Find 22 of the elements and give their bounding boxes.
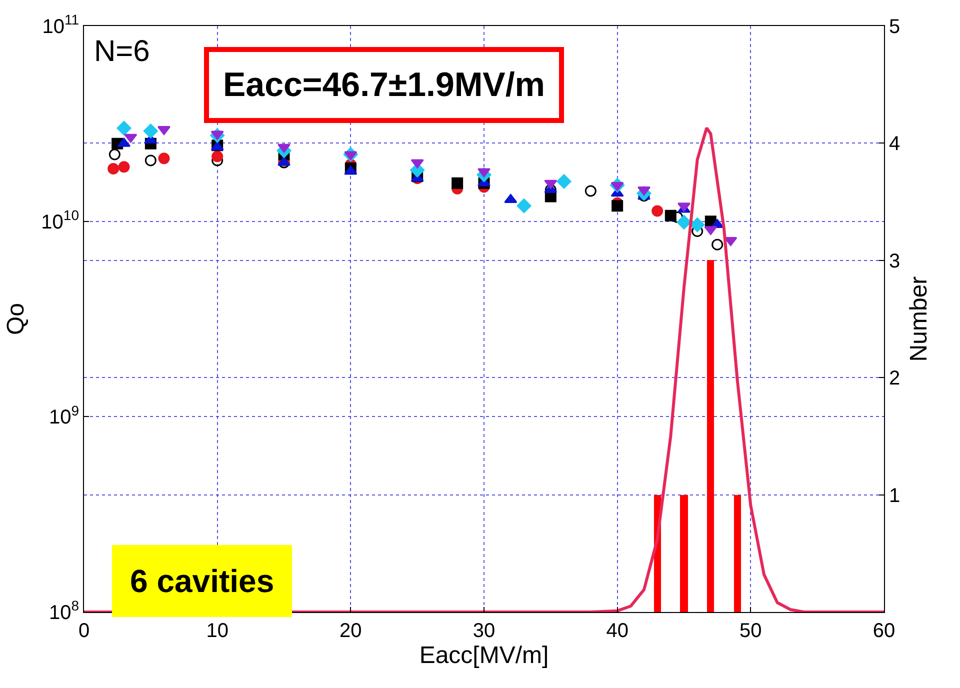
y-tick-label: 10$^{9}$ xyxy=(48,402,80,429)
x-tick-label: 30 xyxy=(472,620,496,642)
y-tick-label: 10$^{8}$ xyxy=(48,598,80,624)
x-tick-label: 60 xyxy=(872,620,896,642)
annotation: 6 cavities xyxy=(130,563,274,599)
annotation: Eacc=46.7±1.9MV/m xyxy=(223,66,546,104)
y2-tick-label: 5 xyxy=(889,16,900,38)
y2-tick-label: 3 xyxy=(889,250,900,272)
y2-tick-label: 4 xyxy=(889,133,900,156)
y-tick-label: 10$^{10}$ xyxy=(41,206,80,234)
y2-axis-title: Number xyxy=(905,276,932,362)
x-tick-label: 50 xyxy=(740,620,762,642)
x-tick-label: 20 xyxy=(340,620,362,642)
annotation: N=6 xyxy=(94,35,150,68)
x-tick-label: 0 xyxy=(78,620,90,642)
y-axis-title: Qo xyxy=(2,302,30,336)
y-tick-label: 10$^{11}$ xyxy=(42,12,80,38)
x-axis-title: Eacc[MV/m] xyxy=(419,642,549,669)
y2-tick-label: 2 xyxy=(889,368,900,390)
x-tick-label: 10 xyxy=(206,620,228,642)
y2-tick-label: 1 xyxy=(889,484,900,507)
x-tick-label: 40 xyxy=(606,620,628,642)
